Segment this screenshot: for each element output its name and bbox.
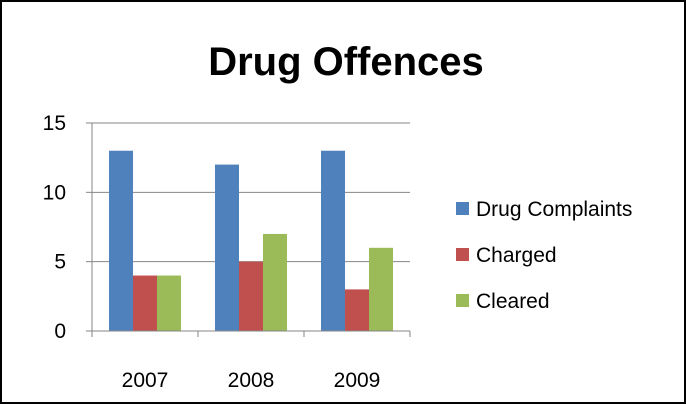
x-axis: 2007 2008 2009 — [91, 330, 411, 392]
bar-drug-complaints-2009 — [321, 150, 345, 331]
bar-charged-2007 — [133, 275, 157, 331]
plot-area — [109, 150, 393, 331]
bar-charged-2009 — [345, 289, 369, 331]
y-axis: 0 5 10 15 — [43, 112, 93, 343]
y-tick-label: 5 — [54, 251, 66, 274]
legend: Drug Complaints Charged Cleared — [456, 198, 632, 313]
bar-cleared-2008 — [263, 233, 287, 331]
legend-swatch — [456, 294, 469, 307]
bar-cleared-2009 — [369, 247, 393, 331]
y-tick-label: 0 — [54, 320, 66, 343]
legend-label: Charged — [476, 244, 557, 267]
legend-swatch — [456, 202, 469, 215]
bar-drug-complaints-2008 — [215, 164, 239, 331]
x-tick-label: 2007 — [122, 369, 169, 392]
x-tick-label: 2009 — [334, 369, 381, 392]
bar-drug-complaints-2007 — [109, 150, 133, 331]
bar-charged-2008 — [239, 261, 263, 331]
legend-label: Drug Complaints — [476, 198, 632, 221]
bar-cleared-2007 — [157, 275, 181, 331]
y-tick-label: 15 — [43, 112, 66, 135]
x-tick-label: 2008 — [228, 369, 275, 392]
legend-label: Cleared — [476, 290, 550, 313]
y-tick-label: 10 — [43, 181, 66, 204]
legend-swatch — [456, 248, 469, 261]
chart-title: Drug Offences — [208, 40, 484, 84]
